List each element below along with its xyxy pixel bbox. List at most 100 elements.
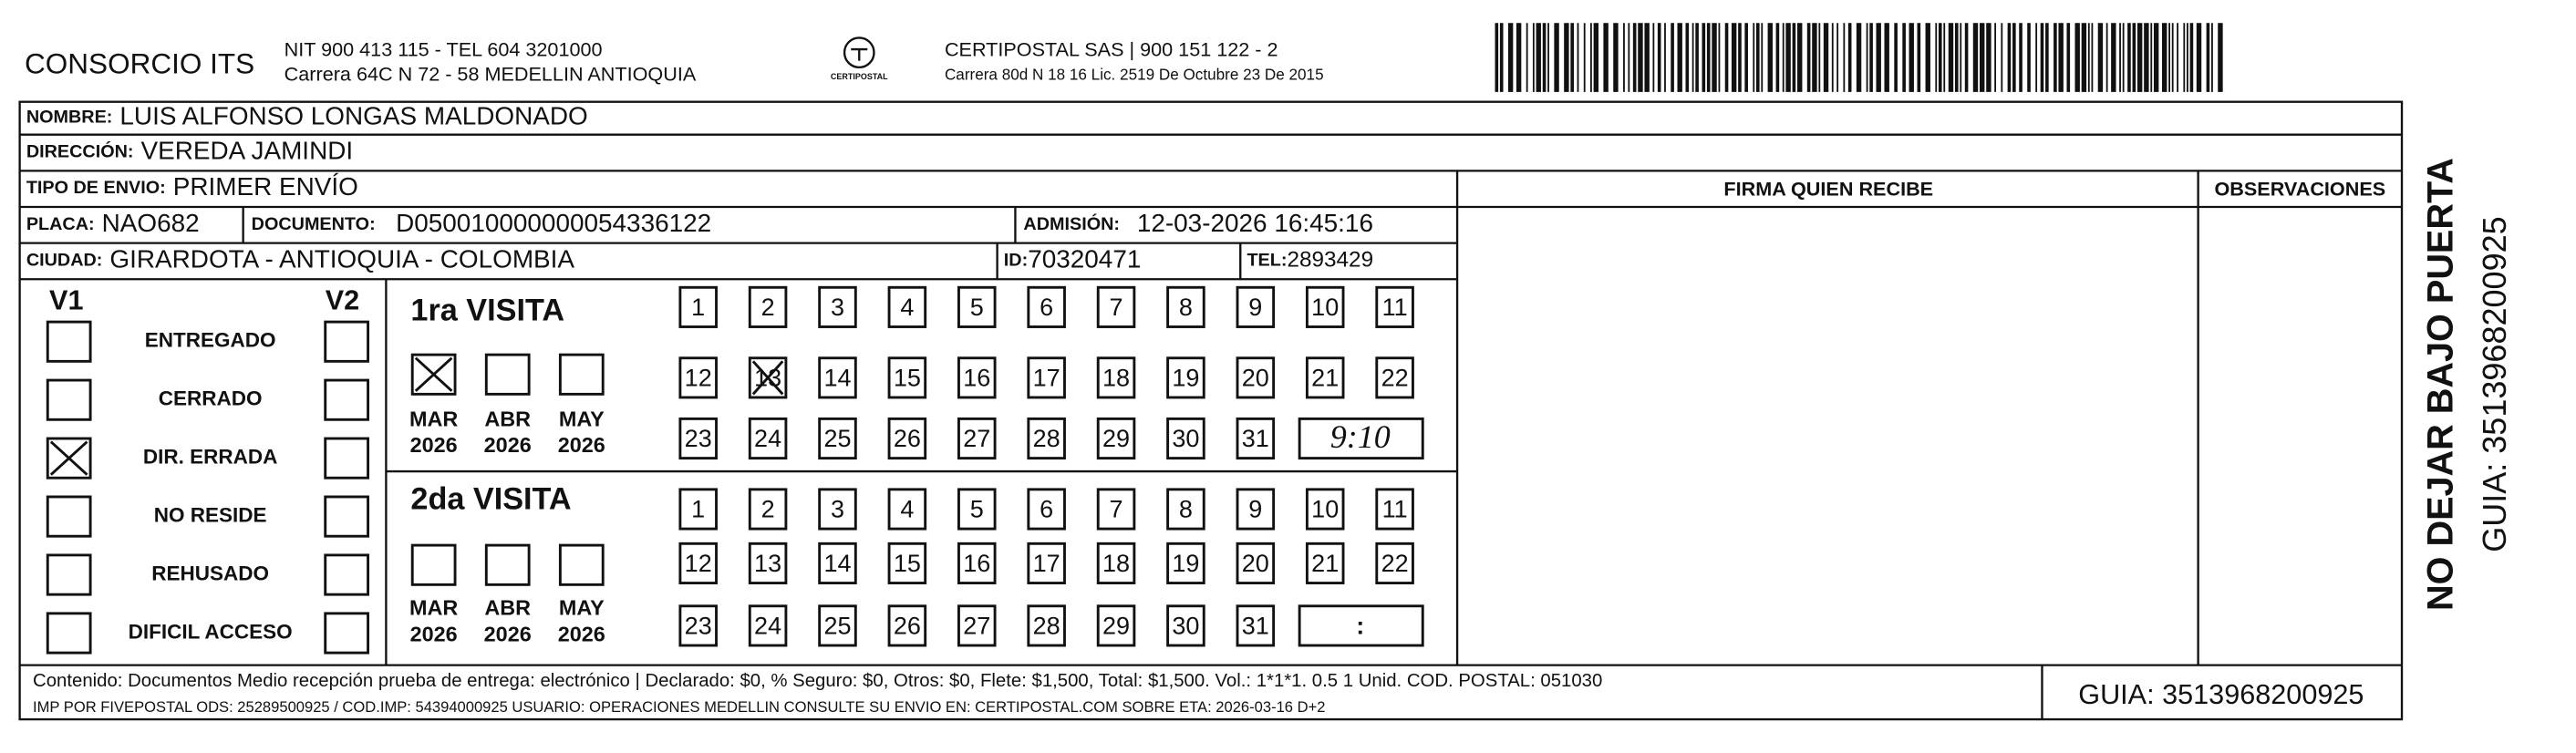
barcode-bar (1876, 23, 1881, 92)
day-number: 5 (970, 495, 984, 522)
barcode-bar (1964, 23, 1969, 92)
day-number: 18 (1102, 550, 1130, 577)
barcode-bar (1516, 23, 1522, 92)
day-number: 24 (754, 425, 781, 452)
day-number: 11 (1382, 495, 1408, 522)
barcode-bar (1628, 23, 1630, 92)
day-box (818, 542, 857, 584)
barcode-bar (1677, 23, 1682, 92)
v1-checkbox (46, 320, 92, 363)
barcode-bar (1657, 23, 1661, 92)
barcode-bar (2074, 23, 2080, 92)
barcode-bar (1712, 23, 1717, 92)
day-box (1236, 488, 1276, 531)
v2-header: V2 (326, 285, 359, 316)
day-box (1096, 356, 1136, 399)
barcode-bar (1909, 23, 1914, 92)
barcode-bar (1632, 23, 1637, 92)
day-box (1236, 356, 1276, 399)
barcode-bar (2153, 23, 2159, 92)
v2-checkbox (324, 320, 370, 363)
barcode-bar (1761, 23, 1764, 92)
day-number: 13 (754, 550, 781, 577)
field-id: ID:70320471 (1004, 245, 1142, 273)
barcode-bar (1843, 23, 1846, 92)
footer-guia: GUIA: 3513968200925 (2078, 679, 2364, 710)
day-number: 22 (1381, 364, 1409, 391)
day-box (818, 417, 857, 460)
field-value: LUIS ALFONSO LONGAS MALDONADO (119, 102, 587, 130)
day-number: 9 (1248, 495, 1262, 522)
day-box (1375, 542, 1414, 584)
field-documento: DOCUMENTO: D050010000000054336122 (252, 209, 712, 238)
barcode-bar (1925, 23, 1930, 92)
day-box (748, 417, 788, 460)
day-box (887, 417, 927, 460)
day-number: 19 (1172, 364, 1199, 391)
barcode-bar (1731, 23, 1737, 92)
day-box (957, 285, 997, 328)
field-value: VEREDA JAMINDI (141, 137, 354, 165)
field-value: 2893429 (1287, 248, 1373, 273)
day-number: 31 (1242, 425, 1269, 452)
barcode-bar (1943, 23, 1946, 92)
form-grid (18, 100, 2404, 721)
footer-print-info: IMP POR FIVEPOSTAL ODS: 25289500925 / CO… (33, 698, 1325, 716)
day-box (818, 488, 857, 531)
day-box (678, 488, 718, 531)
day-number: 4 (900, 294, 914, 321)
side-warning: NO DEJAR BAJO PUERTA (2421, 158, 2461, 611)
day-box (1305, 285, 1345, 328)
barcode-bar (2111, 23, 2116, 92)
day-box (748, 604, 788, 647)
barcode-bar (1792, 23, 1796, 92)
barcode-bar (2040, 23, 2044, 92)
month-label: ABR (484, 596, 531, 620)
day-box (1236, 285, 1276, 328)
year-label: 2026 (410, 622, 458, 645)
v2-checkbox (324, 437, 370, 480)
day-box (1027, 604, 1066, 647)
field-value: PRIMER ENVÍO (173, 173, 358, 201)
barcode-bar (2171, 23, 2174, 92)
barcode-bar (2211, 23, 2213, 92)
day-number: 7 (1110, 294, 1123, 321)
day-box (678, 285, 718, 328)
month-checkbox (484, 353, 531, 396)
barcode-bar (1554, 23, 1559, 92)
barcode-bar (2066, 23, 2071, 92)
barcode-bar (1894, 23, 1898, 92)
barcode-bar (1577, 23, 1579, 92)
day-number: 29 (1102, 425, 1130, 452)
barcode-bar (1806, 23, 1811, 92)
barcode-bar (1590, 23, 1592, 92)
day-number: 23 (685, 425, 712, 452)
barcode-bar (1706, 23, 1711, 92)
month-checkbox (558, 353, 605, 396)
barcode-bar (1755, 23, 1760, 92)
day-number: 18 (1102, 364, 1130, 391)
barcode-bar (1812, 23, 1817, 92)
v1-header: V1 (49, 285, 83, 316)
day-number: 2 (761, 294, 775, 321)
day-box (678, 604, 718, 647)
day-number: 26 (894, 612, 921, 639)
day-box (887, 285, 927, 328)
visit-title: 1ra VISITA (410, 293, 564, 327)
day-number: 2 (761, 495, 775, 522)
barcode-bar (2019, 23, 2023, 92)
day-box (1236, 604, 1276, 647)
day-number: 8 (1179, 495, 1193, 522)
time-box (1298, 604, 1424, 647)
day-box (678, 356, 718, 399)
company-nit: NIT 900 413 115 - TEL 604 3201000 (284, 38, 603, 61)
barcode-bar (2183, 23, 2186, 92)
barcode-bar (1570, 23, 1574, 92)
barcode-bar (1542, 23, 1547, 92)
day-box (1027, 356, 1066, 399)
day-number: 26 (894, 425, 921, 452)
time-placeholder: : (1356, 612, 1364, 639)
barcode-bar (1738, 23, 1742, 92)
barcode-bar (2081, 23, 2087, 92)
day-number: 17 (1033, 550, 1060, 577)
